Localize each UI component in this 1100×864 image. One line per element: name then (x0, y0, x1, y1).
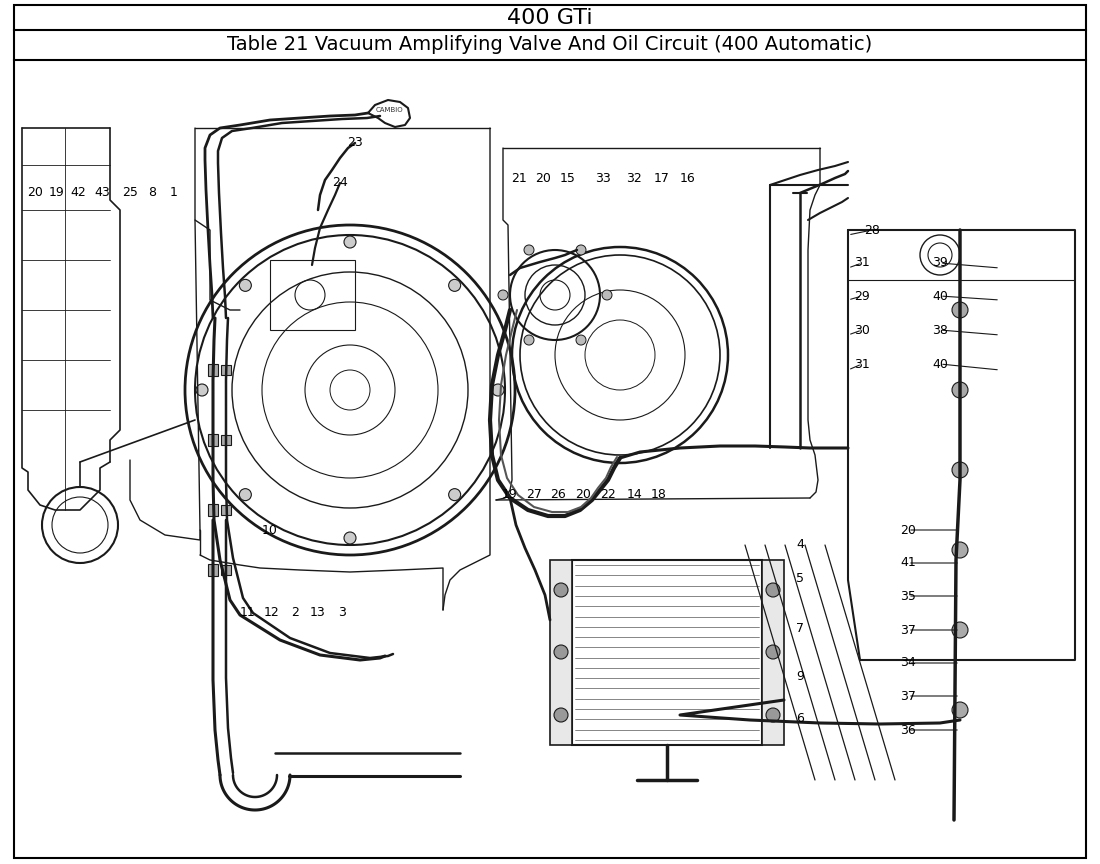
Circle shape (576, 245, 586, 255)
Bar (221, 565, 231, 575)
Text: 30: 30 (854, 323, 870, 336)
Circle shape (240, 279, 251, 291)
Text: 6: 6 (796, 711, 804, 725)
Text: 12: 12 (264, 606, 279, 619)
Bar (208, 504, 218, 516)
Text: 26: 26 (550, 488, 565, 501)
Circle shape (524, 245, 534, 255)
Circle shape (766, 708, 780, 722)
Circle shape (576, 335, 586, 345)
Text: 31: 31 (854, 257, 870, 270)
Circle shape (766, 583, 780, 597)
Circle shape (952, 382, 968, 398)
Text: 37: 37 (900, 689, 916, 702)
Circle shape (952, 462, 968, 478)
Text: 5: 5 (796, 573, 804, 586)
Text: 1: 1 (170, 186, 178, 199)
Text: 14: 14 (627, 488, 642, 501)
Text: 17: 17 (654, 171, 670, 185)
Text: 7: 7 (796, 622, 804, 636)
Circle shape (952, 302, 968, 318)
Text: 43: 43 (95, 186, 110, 199)
Text: 20: 20 (575, 488, 591, 501)
Circle shape (952, 622, 968, 638)
Text: 37: 37 (900, 624, 916, 637)
Text: 21: 21 (512, 171, 527, 185)
Text: 3: 3 (338, 606, 345, 619)
Bar (208, 434, 218, 446)
Text: 15: 15 (560, 171, 576, 185)
Text: 31: 31 (854, 358, 870, 371)
Text: 40: 40 (932, 358, 948, 371)
Text: 32: 32 (626, 171, 642, 185)
Bar (550, 560, 572, 745)
Text: 11: 11 (240, 606, 256, 619)
Circle shape (449, 489, 461, 500)
Text: 41: 41 (900, 556, 916, 569)
Text: 18: 18 (651, 488, 667, 501)
Bar (208, 364, 218, 376)
Text: 24: 24 (332, 176, 348, 189)
Text: 40: 40 (932, 289, 948, 302)
Text: 42: 42 (70, 186, 86, 199)
Circle shape (524, 335, 534, 345)
Text: CAMBIO: CAMBIO (375, 107, 403, 113)
Text: 38: 38 (932, 323, 948, 336)
Circle shape (766, 645, 780, 659)
Circle shape (554, 645, 568, 659)
Text: 16: 16 (680, 171, 696, 185)
Text: 36: 36 (900, 723, 916, 736)
Circle shape (554, 708, 568, 722)
Text: 25: 25 (122, 186, 138, 199)
Bar (221, 365, 231, 375)
Bar (221, 435, 231, 445)
Bar (270, 260, 355, 330)
Text: 10: 10 (262, 524, 278, 537)
Bar (572, 560, 762, 745)
Text: 23: 23 (348, 137, 363, 149)
Text: 20: 20 (900, 524, 916, 537)
Bar (762, 560, 784, 745)
Bar (221, 505, 231, 515)
Circle shape (344, 236, 356, 248)
Circle shape (498, 290, 508, 300)
Text: 39: 39 (932, 257, 948, 270)
Text: 35: 35 (900, 589, 916, 602)
Circle shape (492, 384, 504, 396)
Text: 13: 13 (310, 606, 326, 619)
Text: 34: 34 (900, 657, 916, 670)
Circle shape (952, 542, 968, 558)
Text: 400 GTi: 400 GTi (507, 8, 593, 28)
Circle shape (344, 532, 356, 544)
Text: 22: 22 (601, 488, 616, 501)
Circle shape (240, 489, 251, 500)
Text: 19: 19 (50, 186, 65, 199)
Bar (208, 564, 218, 576)
Text: 28: 28 (865, 224, 880, 237)
Text: Table 21 Vacuum Amplifying Valve And Oil Circuit (400 Automatic): Table 21 Vacuum Amplifying Valve And Oil… (228, 35, 872, 54)
Circle shape (554, 583, 568, 597)
Text: 2: 2 (292, 606, 299, 619)
Text: 27: 27 (526, 488, 542, 501)
Circle shape (602, 290, 612, 300)
Text: 8: 8 (148, 186, 156, 199)
Circle shape (196, 384, 208, 396)
Circle shape (952, 702, 968, 718)
Text: 20: 20 (28, 186, 43, 199)
Text: 9: 9 (796, 670, 804, 683)
Text: 29: 29 (854, 289, 870, 302)
Text: 20: 20 (535, 171, 551, 185)
Text: 19: 19 (502, 488, 518, 501)
Text: 33: 33 (595, 171, 610, 185)
Text: 4: 4 (796, 538, 804, 551)
Circle shape (449, 279, 461, 291)
